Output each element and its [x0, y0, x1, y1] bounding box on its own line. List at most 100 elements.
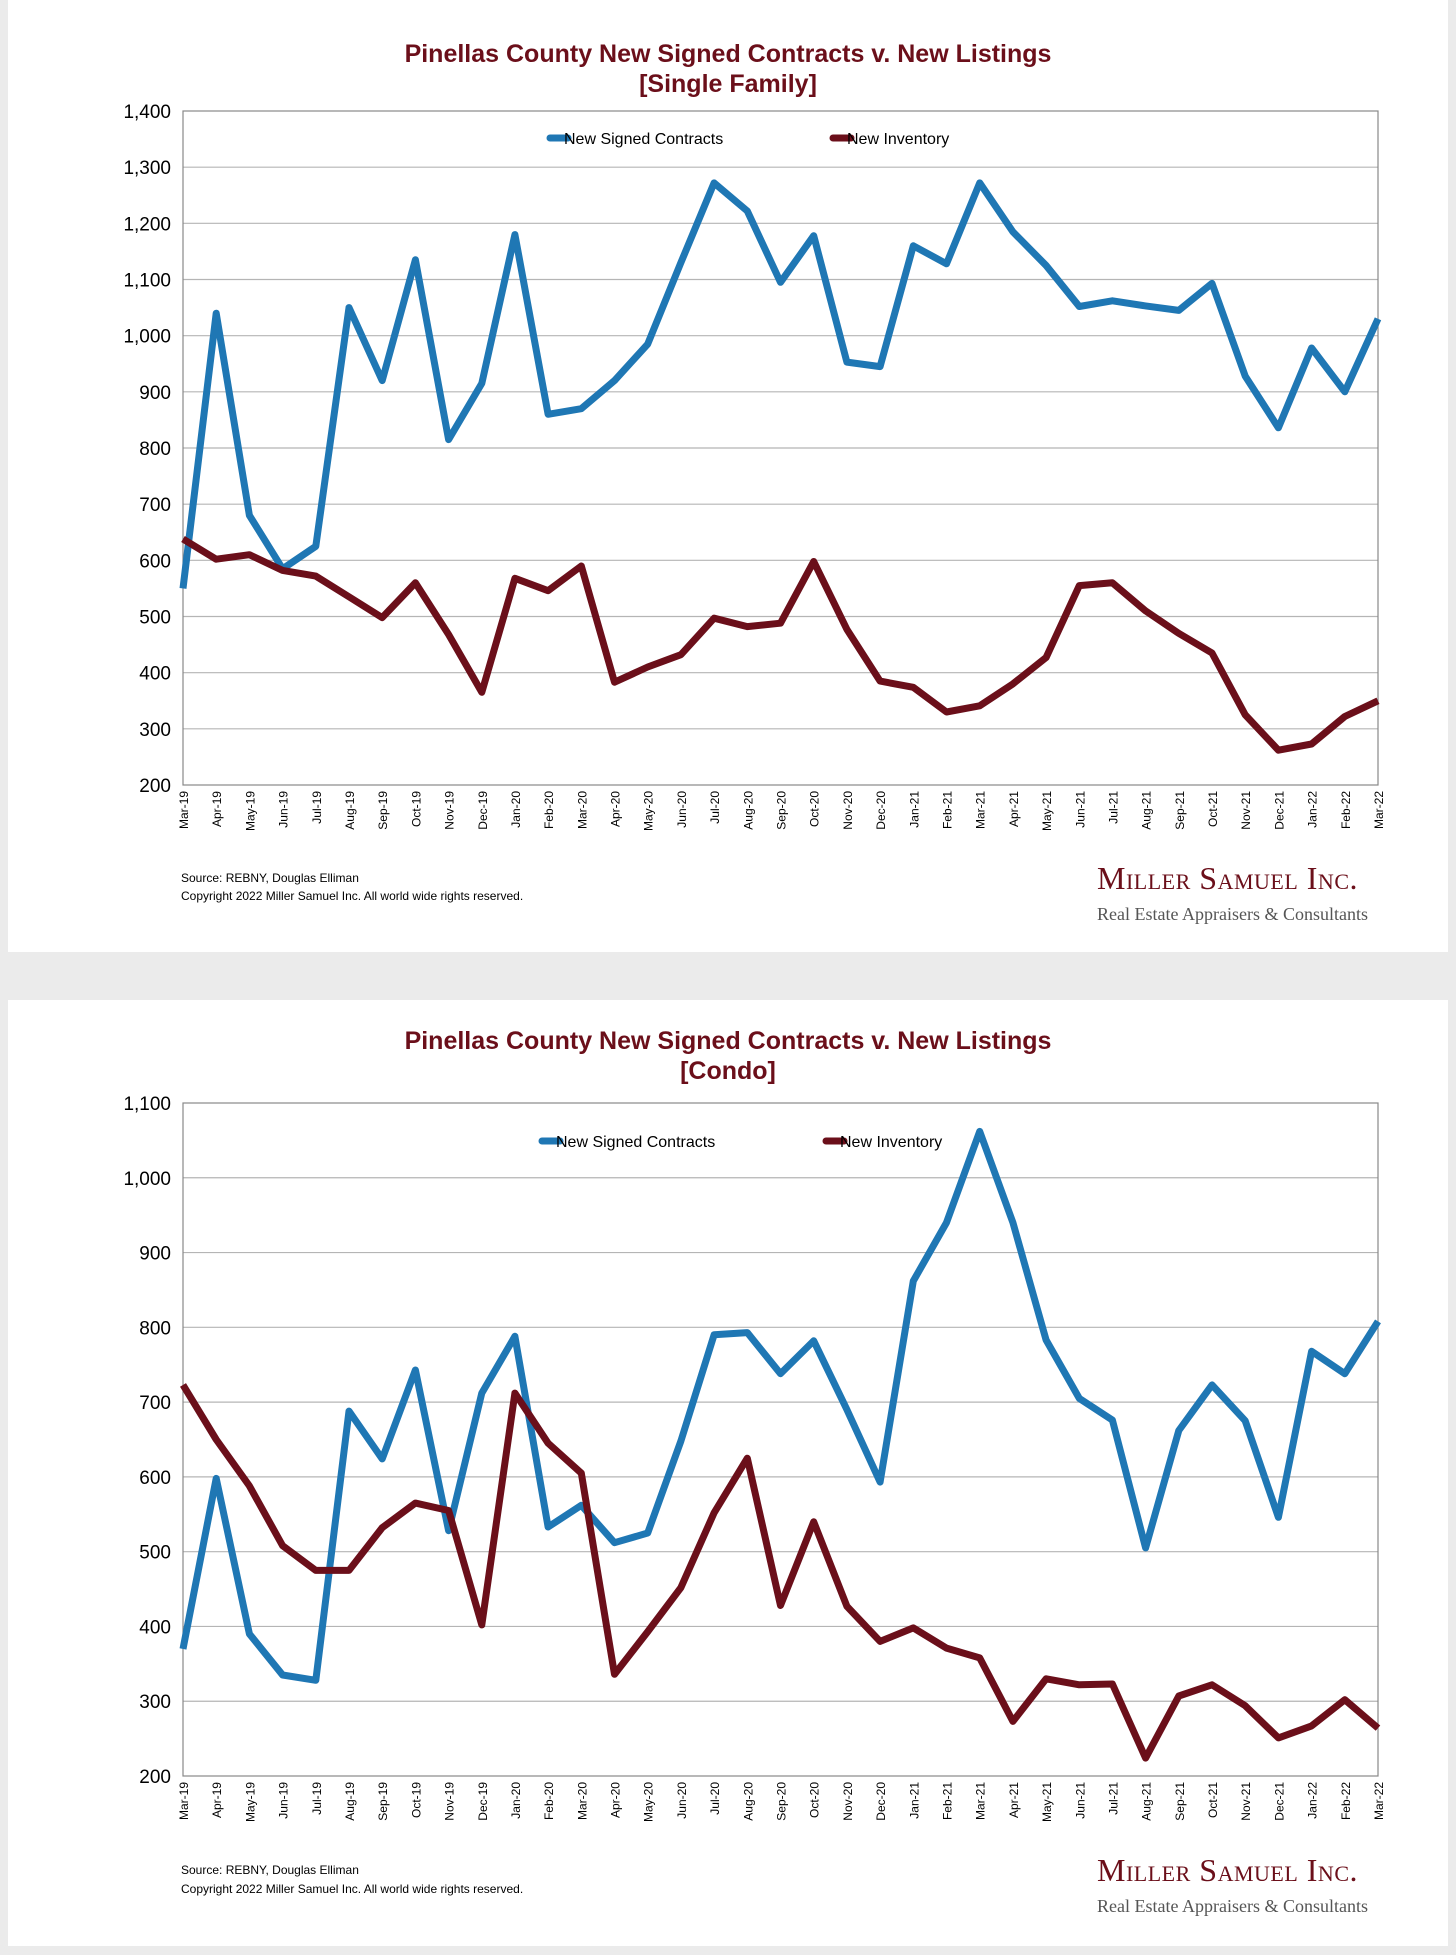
y-tick-label: 1,000 [123, 327, 171, 348]
y-tick-label: 400 [139, 1617, 171, 1638]
x-tick-label: Mar-22 [1372, 791, 1386, 829]
y-tick-label: 600 [139, 551, 171, 572]
x-tick-label: Feb-20 [542, 791, 556, 829]
chart-subtitle: [Condo] [680, 1057, 776, 1085]
x-tick-label: Sep-19 [376, 791, 390, 830]
condo-chart-panel: Pinellas County New Signed Contracts v. … [8, 1000, 1448, 1946]
plot-frame [182, 1102, 1379, 1777]
x-tick-label: Jan-22 [1306, 791, 1320, 828]
y-tick-label: 1,000 [123, 1169, 171, 1190]
x-tick-label: Jul-20 [708, 791, 722, 824]
x-tick-label: Jul-20 [708, 1782, 722, 1815]
x-tick-label: Sep-20 [775, 791, 789, 830]
y-tick-label: 600 [139, 1468, 171, 1489]
copyright-note: Copyright 2022 Miller Samuel Inc. All wo… [181, 889, 524, 903]
series-line-new-signed-contracts [179, 1127, 1381, 1684]
x-tick-label: May-19 [243, 791, 257, 831]
plot-frame [182, 110, 1379, 786]
y-tick-label: 1,200 [123, 214, 171, 235]
x-tick-label: Aug-21 [1140, 791, 1154, 830]
copyright-note: Copyright 2022 Miller Samuel Inc. All wo… [181, 1882, 524, 1896]
x-tick-label: Jul-21 [1106, 1782, 1120, 1815]
chart-title: Pinellas County New Signed Contracts v. … [404, 40, 1052, 68]
x-tick-label: May-21 [1040, 791, 1054, 831]
x-tick-label: Aug-19 [343, 791, 357, 830]
single-family-chart-panel: Pinellas County New Signed Contracts v. … [8, 0, 1448, 952]
legend-label: New Signed Contracts [556, 1134, 715, 1151]
y-tick-label: 400 [139, 664, 171, 685]
y-tick-label: 1,100 [123, 1094, 171, 1115]
x-tick-label: Jun-19 [277, 1782, 291, 1819]
x-tick-label: Oct-21 [1206, 1782, 1220, 1818]
x-tick-label: May-19 [243, 1782, 257, 1822]
x-tick-label: Aug-19 [343, 1782, 357, 1821]
x-tick-label: Dec-20 [874, 1782, 888, 1821]
y-tick-label: 800 [139, 1318, 171, 1339]
y-tick-label: 200 [139, 776, 171, 797]
x-tick-label: Jul-21 [1106, 791, 1120, 824]
x-tick-label: May-21 [1040, 1782, 1054, 1822]
y-tick-label: 200 [139, 1767, 171, 1788]
y-tick-label: 300 [139, 720, 171, 741]
legend-label: New Inventory [840, 1134, 942, 1151]
x-tick-label: Nov-21 [1239, 791, 1253, 830]
x-tick-label: Feb-20 [542, 1782, 556, 1820]
x-tick-label: Dec-20 [874, 791, 888, 830]
x-tick-label: Jul-19 [310, 1782, 324, 1815]
series-line-new-signed-contracts [179, 179, 1382, 589]
x-tick-label: Nov-20 [841, 1782, 855, 1821]
x-tick-label: Mar-22 [1372, 1782, 1386, 1820]
x-tick-label: Mar-19 [177, 791, 191, 829]
x-tick-label: Nov-20 [841, 791, 855, 830]
series-line-new-inventory [180, 1383, 1381, 1762]
legend-label: New Signed Contracts [564, 131, 723, 148]
x-tick-label: Mar-20 [575, 791, 589, 829]
y-tick-label: 1,300 [123, 158, 171, 179]
y-tick-label: 500 [139, 1543, 171, 1564]
x-tick-label: Dec-21 [1272, 1782, 1286, 1821]
x-tick-label: Aug-21 [1140, 1782, 1154, 1821]
x-tick-label: Nov-19 [443, 791, 457, 830]
y-tick-label: 1,400 [123, 102, 171, 123]
x-tick-label: Oct-20 [808, 791, 822, 827]
x-tick-label: Sep-19 [376, 1782, 390, 1821]
logo-tagline: Real Estate Appraisers & Consultants [1097, 904, 1368, 924]
x-tick-label: Sep-20 [775, 1782, 789, 1821]
x-tick-label: Apr-20 [609, 1782, 623, 1818]
x-tick-label: Dec-21 [1272, 791, 1286, 830]
single-family-line-chart: 200 300 400 500 600 700 800 900 1,000 1,100 1,200 1… [123, 102, 1386, 831]
x-tick-label: Jan-20 [509, 791, 523, 828]
x-tick-label: Oct-19 [409, 1782, 423, 1818]
y-tick-label: 900 [139, 383, 171, 404]
x-tick-label: Apr-21 [1007, 1782, 1021, 1818]
x-tick-label: Feb-21 [940, 1782, 954, 1820]
y-tick-label: 1,100 [123, 271, 171, 292]
x-tick-label: Jan-20 [509, 1782, 523, 1819]
y-tick-label: 700 [139, 495, 171, 516]
y-tick-label: 900 [139, 1244, 171, 1265]
source-note: Source: REBNY, Douglas Elliman [181, 1863, 359, 1877]
x-tick-label: Dec-19 [476, 1782, 490, 1821]
x-tick-label: Jun-20 [675, 1782, 689, 1819]
x-tick-label: Oct-19 [409, 791, 423, 827]
chart-title: Pinellas County New Signed Contracts v. … [404, 1027, 1052, 1055]
y-tick-label: 300 [139, 1692, 171, 1713]
x-tick-label: Mar-21 [974, 1782, 988, 1820]
x-tick-label: Nov-19 [443, 1782, 457, 1821]
x-tick-label: Mar-21 [974, 791, 988, 829]
x-tick-label: Jan-21 [907, 791, 921, 828]
x-tick-label: Apr-19 [210, 1782, 224, 1818]
x-tick-label: Jun-20 [675, 791, 689, 828]
x-tick-label: Sep-21 [1173, 791, 1187, 830]
x-tick-label: Jun-21 [1073, 1782, 1087, 1819]
legend-label: New Inventory [847, 131, 949, 148]
x-tick-label: Mar-20 [575, 1782, 589, 1820]
x-tick-label: Apr-19 [210, 791, 224, 827]
x-tick-label: Dec-19 [476, 791, 490, 830]
x-tick-label: Jan-21 [907, 1782, 921, 1819]
x-tick-label: Jun-19 [277, 791, 291, 828]
x-tick-label: Apr-21 [1007, 791, 1021, 827]
chart-subtitle: [Single Family] [639, 70, 817, 98]
x-tick-label: Apr-20 [609, 791, 623, 827]
logo-name: Miller Samuel Inc. [1097, 860, 1358, 896]
